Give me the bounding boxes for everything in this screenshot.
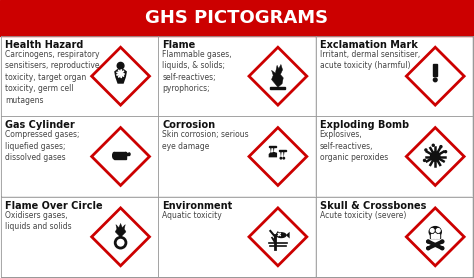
- Bar: [431, 234, 433, 238]
- Bar: [1, 36, 473, 277]
- Ellipse shape: [270, 153, 272, 155]
- Ellipse shape: [429, 227, 441, 237]
- Ellipse shape: [128, 153, 130, 155]
- Polygon shape: [269, 152, 277, 157]
- Circle shape: [441, 247, 444, 250]
- Text: Skin corrosion; serious
eye damage: Skin corrosion; serious eye damage: [162, 130, 249, 151]
- Polygon shape: [270, 147, 272, 153]
- Text: Explosives,
self-reactives,
organic peroxides: Explosives, self-reactives, organic pero…: [319, 130, 388, 162]
- Bar: [1, 36, 158, 116]
- Polygon shape: [91, 208, 149, 266]
- Bar: [433, 64, 438, 76]
- Polygon shape: [406, 208, 464, 266]
- Circle shape: [117, 63, 124, 69]
- Polygon shape: [280, 152, 282, 157]
- Bar: [269, 146, 276, 147]
- Bar: [430, 234, 440, 238]
- Bar: [270, 87, 285, 89]
- Bar: [434, 234, 436, 238]
- Polygon shape: [249, 128, 307, 185]
- Circle shape: [445, 151, 447, 153]
- Circle shape: [441, 240, 444, 243]
- Ellipse shape: [125, 152, 127, 159]
- Bar: [1, 117, 158, 196]
- Bar: [1, 197, 158, 277]
- Circle shape: [440, 146, 442, 148]
- Circle shape: [425, 149, 427, 151]
- Text: Carcinogens, respiratory
sensitisers, reproductive
toxicity, target organ
toxici: Carcinogens, respiratory sensitisers, re…: [5, 50, 100, 105]
- Text: Acute toxicity (severe): Acute toxicity (severe): [319, 211, 406, 220]
- Polygon shape: [406, 128, 464, 185]
- Polygon shape: [91, 128, 149, 185]
- Ellipse shape: [280, 157, 282, 159]
- Polygon shape: [91, 47, 149, 105]
- Bar: [126, 153, 129, 155]
- Bar: [316, 36, 473, 116]
- Circle shape: [430, 152, 440, 161]
- Ellipse shape: [437, 229, 440, 232]
- Text: Exploding Bomb: Exploding Bomb: [319, 120, 409, 130]
- Polygon shape: [283, 152, 284, 157]
- Bar: [0, 0, 474, 36]
- Text: Skull & Crossbones: Skull & Crossbones: [319, 201, 426, 211]
- Text: Flammable gases,
liquids, & solids;
self-reactives;
pyrophorics;: Flammable gases, liquids, & solids; self…: [162, 50, 232, 93]
- Text: Aquatic toxicity: Aquatic toxicity: [162, 211, 222, 220]
- Polygon shape: [249, 47, 307, 105]
- Ellipse shape: [434, 233, 436, 235]
- Text: Irritant, dermal sensitiser,
acute toxicity (harmful): Irritant, dermal sensitiser, acute toxic…: [319, 50, 420, 70]
- Text: Corrosion: Corrosion: [162, 120, 216, 130]
- Bar: [316, 117, 473, 196]
- Ellipse shape: [273, 153, 274, 155]
- Text: Oxidisers gases,
liquids and solids: Oxidisers gases, liquids and solids: [5, 211, 72, 231]
- Text: Flame Over Circle: Flame Over Circle: [5, 201, 103, 211]
- Bar: [159, 36, 315, 116]
- Ellipse shape: [113, 152, 116, 159]
- Text: Health Hazard: Health Hazard: [5, 40, 83, 50]
- Bar: [279, 150, 286, 152]
- Polygon shape: [286, 232, 290, 239]
- Polygon shape: [115, 224, 126, 237]
- Polygon shape: [406, 47, 464, 105]
- Text: Compressed gases;
liquefied gases;
dissolved gases: Compressed gases; liquefied gases; disso…: [5, 130, 80, 162]
- Bar: [437, 234, 439, 238]
- Bar: [159, 197, 315, 277]
- Circle shape: [432, 144, 434, 146]
- Bar: [316, 197, 473, 277]
- Circle shape: [427, 240, 430, 243]
- Circle shape: [423, 159, 426, 162]
- Ellipse shape: [433, 78, 437, 82]
- Circle shape: [427, 247, 430, 250]
- Text: Environment: Environment: [162, 201, 233, 211]
- Ellipse shape: [430, 229, 434, 232]
- Polygon shape: [249, 208, 307, 266]
- Text: Gas Cylinder: Gas Cylinder: [5, 120, 75, 130]
- Text: Exclamation Mark: Exclamation Mark: [319, 40, 418, 50]
- Polygon shape: [272, 64, 283, 87]
- Bar: [114, 152, 126, 159]
- Bar: [159, 117, 315, 196]
- Text: Flame: Flame: [162, 40, 196, 50]
- Ellipse shape: [277, 233, 286, 237]
- Polygon shape: [273, 147, 274, 153]
- Polygon shape: [114, 69, 127, 84]
- Ellipse shape: [283, 157, 284, 159]
- Text: GHS PICTOGRAMS: GHS PICTOGRAMS: [146, 9, 328, 27]
